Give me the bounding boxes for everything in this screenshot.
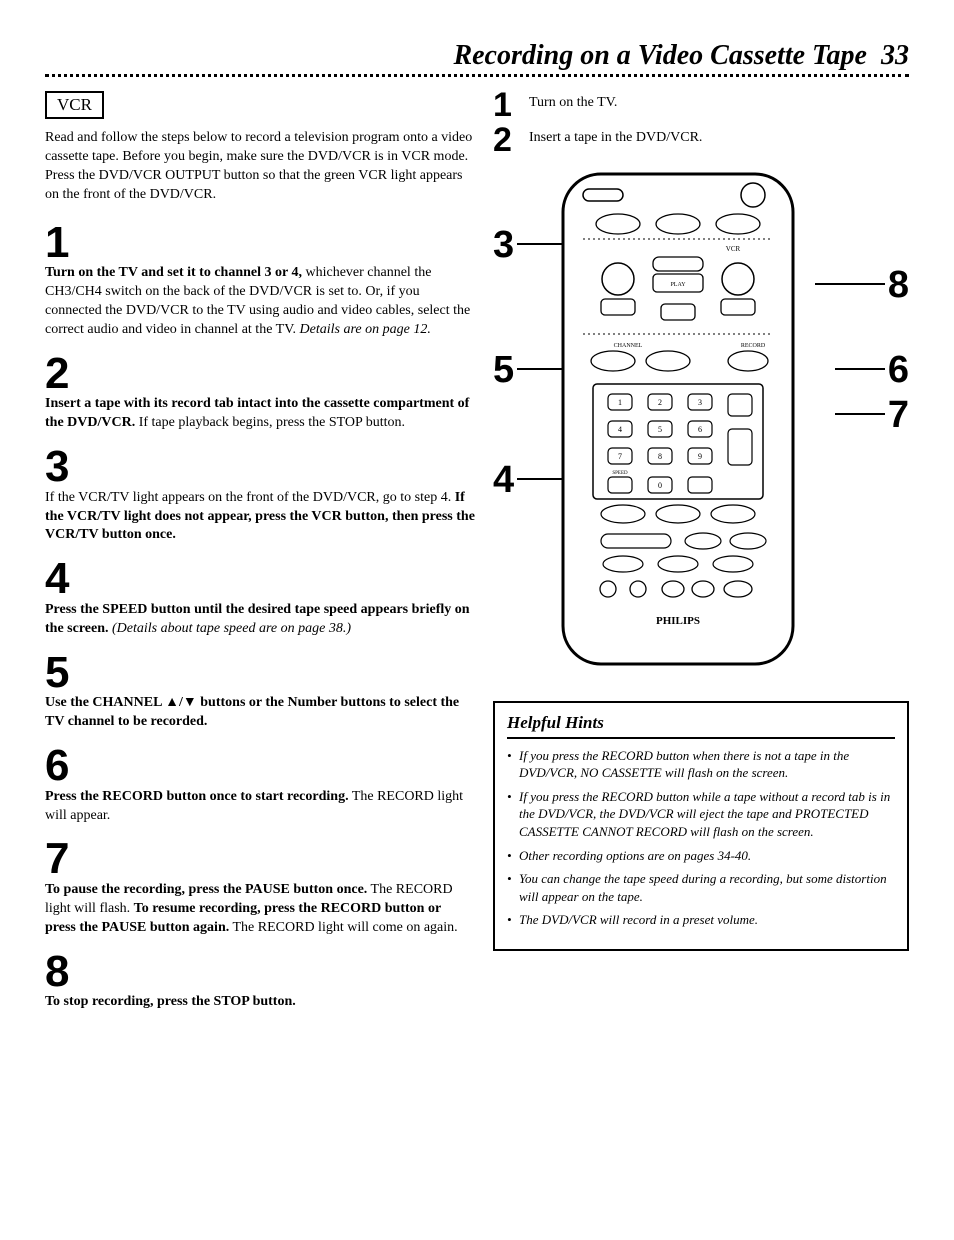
title-text: Recording on a Video Cassette Tape: [453, 40, 867, 71]
vcr-badge: VCR: [45, 91, 104, 119]
step-num: 8: [45, 952, 475, 992]
step-num: 6: [45, 746, 475, 786]
svg-text:2: 2: [658, 398, 662, 407]
callout-4: 4: [493, 459, 514, 502]
svg-text:1: 1: [618, 398, 622, 407]
quick-steps: 1 Turn on the TV. 2 Insert a tape in the…: [493, 91, 909, 155]
svg-text:CHANNEL: CHANNEL: [614, 343, 643, 349]
svg-text:6: 6: [698, 425, 702, 434]
step-4: 4Press the SPEED button until the desire…: [45, 559, 475, 638]
step-5: 5Use the CHANNEL ▲/▼ buttons or the Numb…: [45, 653, 475, 732]
left-column: VCR Read and follow the steps below to r…: [45, 91, 475, 1026]
step-body: If the VCR/TV light appears on the front…: [45, 489, 475, 546]
quick-step-num: 1: [493, 91, 519, 120]
callout-5: 5: [493, 349, 514, 392]
callout-8: 8: [888, 264, 909, 307]
callout-3: 3: [493, 224, 514, 267]
intro-paragraph: Read and follow the steps below to recor…: [45, 129, 475, 205]
hint-item: Other recording options are on pages 34-…: [507, 847, 895, 865]
hint-item: If you press the RECORD button when ther…: [507, 747, 895, 782]
dotted-rule: [45, 74, 909, 77]
step-2: 2Insert a tape with its record tab intac…: [45, 354, 475, 433]
step-3: 3If the VCR/TV light appears on the fron…: [45, 447, 475, 545]
hints-title: Helpful Hints: [507, 713, 895, 739]
step-body: Press the SPEED button until the desired…: [45, 601, 475, 639]
svg-text:9: 9: [698, 452, 702, 461]
step-num: 7: [45, 839, 475, 879]
svg-text:RECORD: RECORD: [741, 343, 766, 349]
remote-illustration: VCR PLAY CHANNEL RECORD: [553, 169, 803, 669]
page-number: 33: [881, 40, 909, 71]
step-body: Insert a tape with its record tab intact…: [45, 395, 475, 433]
step-body: To pause the recording, press the PAUSE …: [45, 881, 475, 938]
hints-list: If you press the RECORD button when ther…: [507, 747, 895, 929]
svg-text:5: 5: [658, 425, 662, 434]
svg-text:PLAY: PLAY: [670, 282, 686, 288]
svg-text:0: 0: [658, 481, 662, 490]
step-num: 4: [45, 559, 475, 599]
svg-text:VCR: VCR: [726, 245, 741, 253]
quick-step-num: 2: [493, 126, 519, 155]
hint-item: You can change the tape speed during a r…: [507, 870, 895, 905]
step-7: 7To pause the recording, press the PAUSE…: [45, 839, 475, 937]
callout-7: 7: [888, 394, 909, 437]
quick-step-1: 1 Turn on the TV.: [493, 91, 909, 120]
step-body: To stop recording, press the STOP button…: [45, 993, 475, 1012]
page-title: Recording on a Video Cassette Tape 33: [45, 40, 909, 72]
callout-line: [835, 368, 885, 370]
hint-item: The DVD/VCR will record in a preset volu…: [507, 911, 895, 929]
svg-text:4: 4: [618, 425, 622, 434]
quick-step-2: 2 Insert a tape in the DVD/VCR.: [493, 126, 909, 155]
step-body: Use the CHANNEL ▲/▼ buttons or the Numbe…: [45, 694, 475, 732]
svg-text:8: 8: [658, 452, 662, 461]
step-8: 8To stop recording, press the STOP butto…: [45, 952, 475, 1012]
svg-text:SPEED: SPEED: [612, 471, 628, 476]
step-body: Turn on the TV and set it to channel 3 o…: [45, 264, 475, 340]
step-1: 1Turn on the TV and set it to channel 3 …: [45, 223, 475, 340]
quick-step-text: Turn on the TV.: [529, 91, 617, 112]
step-num: 3: [45, 447, 475, 487]
helpful-hints-box: Helpful Hints If you press the RECORD bu…: [493, 701, 909, 951]
hint-item: If you press the RECORD button while a t…: [507, 788, 895, 841]
svg-text:7: 7: [618, 452, 622, 461]
step-num: 1: [45, 223, 475, 263]
callout-line: [815, 283, 885, 285]
quick-step-text: Insert a tape in the DVD/VCR.: [529, 126, 702, 147]
callout-line: [835, 413, 885, 415]
right-column: 1 Turn on the TV. 2 Insert a tape in the…: [493, 91, 909, 1026]
remote-brand-text: PHILIPS: [656, 615, 700, 627]
step-num: 2: [45, 354, 475, 394]
step-num: 5: [45, 653, 475, 693]
step-body: Press the RECORD button once to start re…: [45, 788, 475, 826]
callout-6: 6: [888, 349, 909, 392]
svg-text:3: 3: [698, 398, 702, 407]
step-6: 6Press the RECORD button once to start r…: [45, 746, 475, 825]
remote-diagram: 3 5 4 8 6 7: [493, 169, 909, 679]
